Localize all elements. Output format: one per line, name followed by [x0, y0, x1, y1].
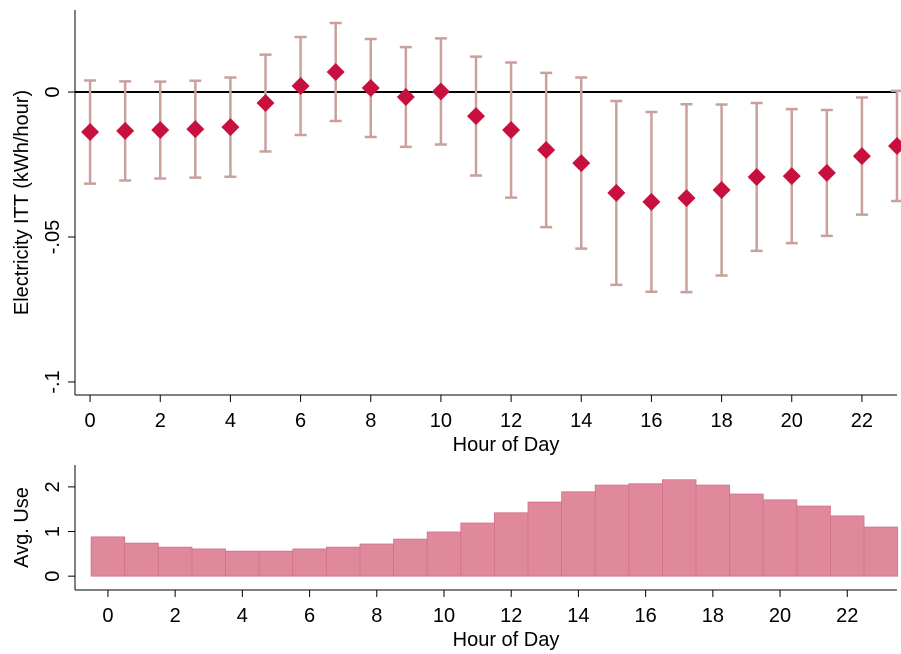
y-axis-title: Electricity ITT (kWh/hour) — [11, 90, 33, 315]
bar — [426, 531, 462, 577]
bar — [460, 522, 495, 577]
bar — [594, 484, 630, 577]
marker — [291, 76, 310, 95]
x-tick-label: 6 — [304, 605, 315, 627]
marker — [502, 121, 521, 140]
marker — [326, 63, 345, 82]
bar — [90, 536, 126, 577]
bar — [325, 546, 361, 577]
bar — [258, 550, 294, 577]
x-tick-label: 14 — [567, 605, 589, 627]
bar — [796, 505, 831, 577]
x-tick-label: 14 — [570, 410, 592, 432]
x-axis-title: Hour of Day — [453, 434, 560, 456]
x-axis-title: Hour of Day — [453, 629, 560, 651]
marker — [467, 107, 486, 126]
marker — [817, 163, 836, 182]
bar — [359, 543, 394, 577]
marker — [782, 167, 801, 186]
bar — [292, 548, 327, 577]
x-tick-label: 18 — [702, 605, 724, 627]
x-tick-label: 12 — [500, 605, 522, 627]
x-tick-label: 16 — [635, 605, 657, 627]
y-tick-label: -.1 — [42, 370, 64, 393]
x-tick-label: 22 — [836, 605, 858, 627]
marker — [431, 82, 450, 101]
marker — [221, 118, 240, 137]
bar — [225, 550, 260, 577]
y-tick-label: 1 — [42, 526, 64, 537]
x-tick-label: 10 — [430, 410, 452, 432]
bar — [762, 499, 798, 577]
x-tick-label: 22 — [851, 410, 873, 432]
bar — [191, 548, 226, 577]
x-tick-label: 4 — [225, 410, 236, 432]
y-axis-title: Avg. Use — [11, 487, 33, 568]
x-tick-label: 8 — [371, 605, 382, 627]
x-tick-label: 20 — [781, 410, 803, 432]
x-tick-label: 8 — [365, 410, 376, 432]
y-tick-label: 0 — [42, 86, 64, 97]
bar — [157, 546, 193, 577]
x-tick-label: 12 — [500, 410, 522, 432]
bar — [662, 479, 697, 577]
x-tick-label: 0 — [102, 605, 113, 627]
x-tick-label: 0 — [85, 410, 96, 432]
marker — [747, 167, 766, 186]
bar — [729, 493, 764, 577]
bar — [561, 491, 596, 577]
x-tick-label: 4 — [237, 605, 248, 627]
x-tick-label: 16 — [640, 410, 662, 432]
x-tick-label: 10 — [433, 605, 455, 627]
y-tick-label: -.05 — [42, 220, 64, 254]
marker — [852, 147, 871, 166]
bar — [124, 542, 159, 577]
marker — [81, 123, 100, 142]
marker — [642, 192, 661, 211]
marker — [361, 78, 380, 97]
bar — [393, 538, 428, 577]
bar — [628, 483, 663, 577]
marker — [607, 183, 626, 202]
marker — [256, 94, 275, 113]
marker — [712, 181, 731, 200]
x-tick-label: 2 — [155, 410, 166, 432]
marker — [151, 121, 170, 140]
x-tick-label: 20 — [769, 605, 791, 627]
marker — [537, 141, 556, 160]
x-tick-label: 2 — [170, 605, 181, 627]
bar — [695, 484, 731, 577]
bar — [863, 526, 899, 577]
marker — [186, 120, 205, 139]
marker — [396, 87, 415, 106]
x-tick-label: 18 — [710, 410, 732, 432]
marker — [677, 189, 696, 208]
x-tick-label: 6 — [295, 410, 306, 432]
bar — [830, 515, 865, 577]
y-tick-label: 2 — [42, 481, 64, 492]
bar — [527, 501, 563, 577]
marker — [888, 136, 901, 155]
marker — [572, 154, 591, 173]
y-tick-label: 0 — [42, 571, 64, 582]
bar — [494, 512, 529, 577]
marker — [116, 121, 135, 140]
